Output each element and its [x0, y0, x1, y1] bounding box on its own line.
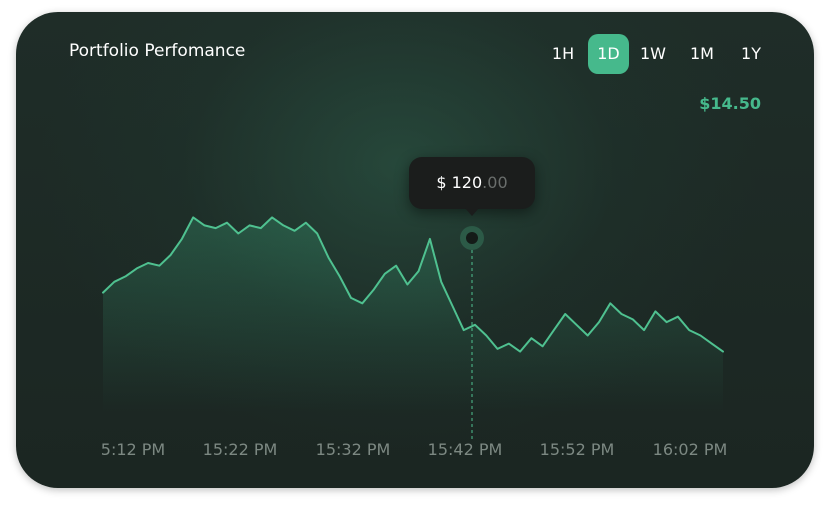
- x-tick-label: 15:52 PM: [539, 440, 615, 459]
- tooltip-cents: .00: [482, 173, 508, 192]
- x-tick-label: 15:32 PM: [315, 440, 391, 459]
- chart-series-line: [102, 216, 724, 353]
- price-tooltip: $ 120.00: [409, 157, 535, 209]
- chart-area-fill: [103, 217, 723, 412]
- tooltip-whole: 120: [451, 173, 483, 192]
- tab-1w[interactable]: 1W: [640, 44, 666, 63]
- x-tick-label: 16:02 PM: [652, 440, 728, 459]
- hover-point[interactable]: [466, 232, 478, 244]
- performance-chart[interactable]: [16, 12, 814, 488]
- time-range-tabs: 1H 1D 1W 1M 1Y: [16, 34, 814, 74]
- portfolio-performance-card: Portfolio Perfomance 1H 1D 1W 1M 1Y $14.…: [16, 12, 814, 488]
- tooltip-pointer: [465, 208, 479, 216]
- tab-1d[interactable]: 1D: [588, 34, 629, 74]
- tab-1m[interactable]: 1M: [690, 44, 714, 63]
- chart-title: Portfolio Perfomance: [69, 41, 246, 61]
- x-tick-label: 15:42 PM: [427, 440, 503, 459]
- x-tick-label: 15:22 PM: [202, 440, 278, 459]
- tab-1h[interactable]: 1H: [551, 44, 575, 63]
- tooltip-prefix: $: [436, 173, 452, 192]
- x-tick-label: 5:12 PM: [100, 440, 166, 459]
- portfolio-value: $14.50: [699, 94, 761, 113]
- tab-1y[interactable]: 1Y: [741, 44, 761, 63]
